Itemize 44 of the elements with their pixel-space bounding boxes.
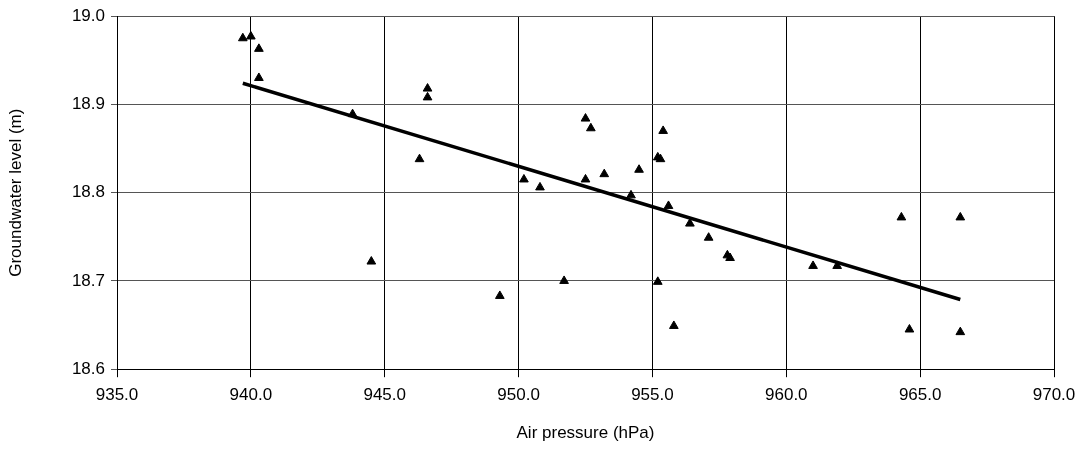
point bbox=[896, 211, 907, 221]
point bbox=[652, 276, 663, 285]
point bbox=[663, 200, 674, 209]
point bbox=[685, 218, 695, 227]
x-tick-label: 960.0 bbox=[765, 385, 808, 405]
point bbox=[634, 164, 644, 173]
x-tick-label: 965.0 bbox=[898, 385, 942, 405]
y-tick-label: 18.6 bbox=[71, 358, 105, 378]
point bbox=[658, 125, 668, 134]
point bbox=[669, 320, 679, 329]
point bbox=[808, 260, 818, 269]
point bbox=[904, 323, 915, 333]
x-tick-label: 950.0 bbox=[497, 385, 540, 405]
point bbox=[366, 256, 377, 265]
point bbox=[580, 173, 591, 183]
y-axis-title: Groundwater level (m) bbox=[5, 108, 25, 277]
point bbox=[422, 83, 433, 92]
point bbox=[626, 189, 636, 199]
x-tick-label: 955.0 bbox=[631, 385, 674, 405]
point bbox=[535, 181, 545, 191]
point bbox=[254, 72, 264, 81]
y-tick-label: 18.7 bbox=[71, 270, 105, 290]
point bbox=[495, 290, 505, 299]
point bbox=[580, 113, 591, 122]
point bbox=[422, 91, 433, 101]
point bbox=[238, 32, 248, 42]
y-tick-label: 18.9 bbox=[71, 94, 105, 114]
x-tick-label: 970.0 bbox=[1032, 385, 1076, 405]
point bbox=[955, 326, 966, 336]
x-axis-title: Air pressure (hPa) bbox=[516, 423, 655, 443]
point bbox=[599, 168, 610, 178]
point bbox=[246, 31, 256, 40]
x-tick-label: 945.0 bbox=[363, 385, 406, 405]
x-tick-label: 940.0 bbox=[229, 385, 273, 405]
point bbox=[414, 153, 425, 163]
point bbox=[703, 232, 714, 241]
point bbox=[254, 43, 264, 52]
point bbox=[559, 275, 569, 284]
x-tick-label: 935.0 bbox=[95, 385, 139, 405]
y-tick-label: 18.8 bbox=[71, 182, 105, 202]
point bbox=[519, 173, 529, 183]
y-tick-label: 19.0 bbox=[71, 5, 105, 25]
point bbox=[955, 211, 966, 221]
point bbox=[586, 122, 596, 132]
